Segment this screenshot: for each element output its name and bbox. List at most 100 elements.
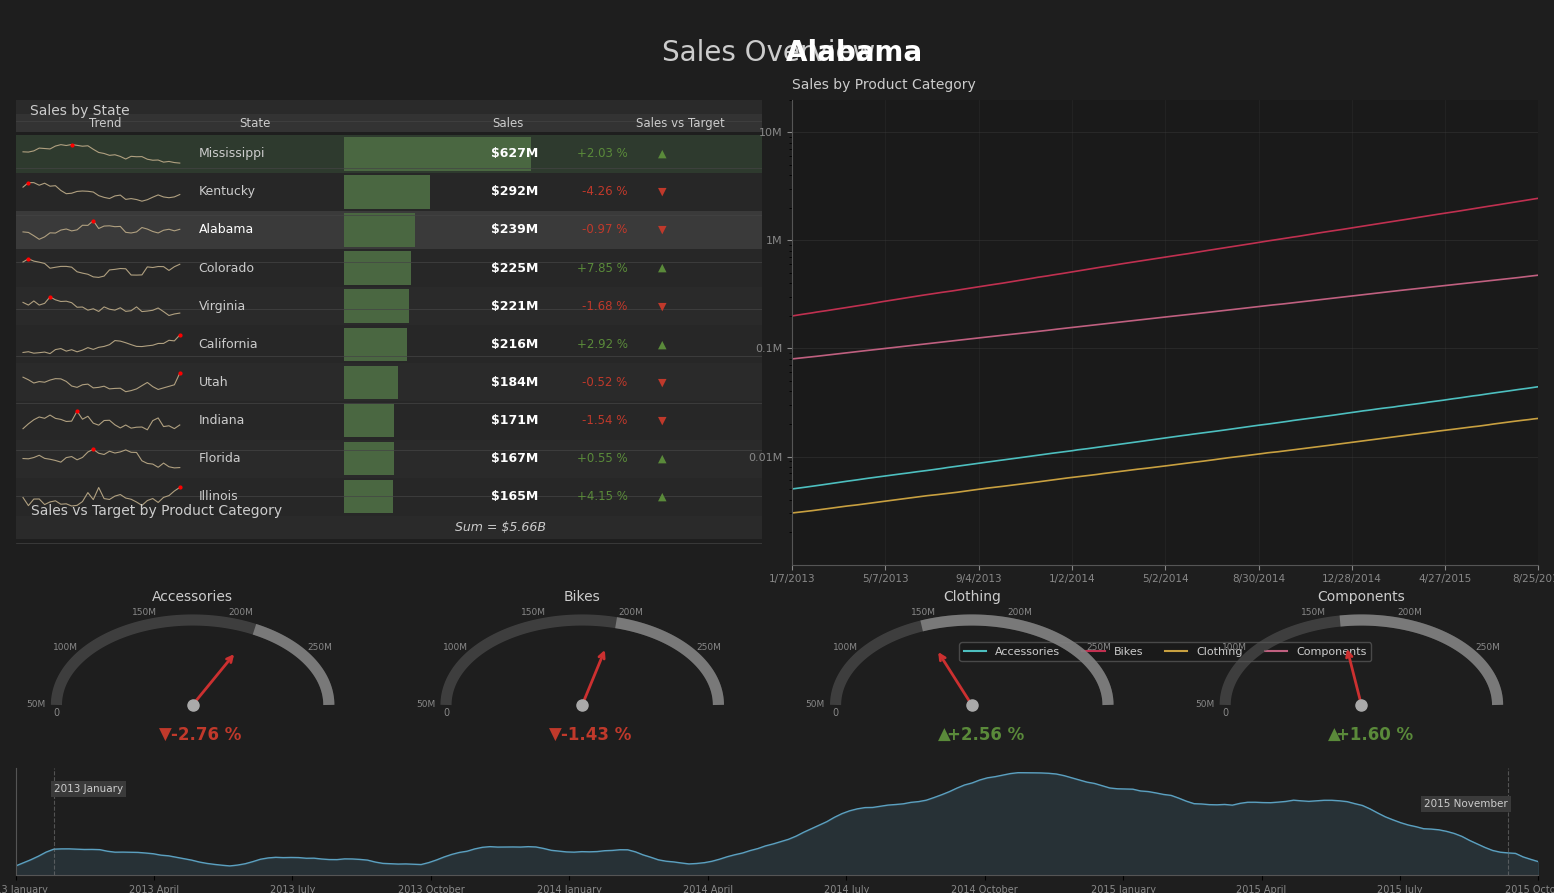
Accessories	[1399, 400, 1417, 411]
Text: Sales: Sales	[491, 117, 524, 129]
Text: 0: 0	[443, 708, 449, 719]
Components	[1173, 310, 1192, 321]
Text: -0.97 %: -0.97 %	[583, 223, 628, 237]
Text: Kentucky: Kentucky	[199, 186, 255, 198]
Bar	[16, 363, 761, 402]
Text: ▼: ▼	[657, 187, 667, 196]
Bar	[343, 365, 398, 399]
Text: $239M: $239M	[491, 223, 538, 237]
Components	[1399, 284, 1417, 295]
Text: 2015 November: 2015 November	[1423, 799, 1507, 809]
Bar	[343, 175, 430, 209]
Text: 150M: 150M	[911, 607, 936, 616]
Text: 50M: 50M	[1195, 700, 1214, 709]
Text: ▲: ▲	[1327, 726, 1341, 744]
Text: Trend: Trend	[89, 117, 121, 129]
Bar	[343, 213, 415, 246]
Components	[1078, 321, 1097, 331]
Text: $167M: $167M	[491, 452, 538, 465]
Text: 200M: 200M	[1007, 607, 1033, 616]
Text: 0: 0	[1221, 708, 1228, 719]
Text: +4.15 %: +4.15 %	[577, 490, 628, 504]
Components	[1299, 296, 1318, 306]
Bikes	[1399, 213, 1417, 224]
Bikes	[1173, 249, 1192, 260]
Line: Accessories: Accessories	[793, 387, 1538, 489]
Text: -0.52 %: -0.52 %	[583, 376, 628, 389]
Accessories	[1029, 450, 1047, 461]
Text: 0: 0	[833, 708, 839, 719]
Text: +0.55 %: +0.55 %	[577, 452, 628, 465]
Text: Clothing: Clothing	[943, 590, 1001, 605]
Text: ▼: ▼	[549, 726, 561, 744]
Bar	[343, 251, 412, 285]
Clothing	[1529, 413, 1548, 424]
Text: Florida: Florida	[199, 452, 241, 465]
Text: 0: 0	[53, 708, 59, 719]
Text: ▲: ▲	[657, 492, 667, 502]
Text: 150M: 150M	[521, 607, 547, 616]
Text: 250M: 250M	[308, 643, 333, 652]
Accessories	[1078, 443, 1097, 454]
Bar	[16, 173, 761, 211]
Text: ▼: ▼	[657, 225, 667, 235]
Text: -1.54 %: -1.54 %	[583, 414, 628, 427]
Text: 150M: 150M	[132, 607, 157, 616]
Text: Virginia: Virginia	[199, 300, 246, 313]
Text: Sales vs Target: Sales vs Target	[636, 117, 724, 129]
Clothing	[1078, 471, 1097, 481]
Text: California: California	[199, 338, 258, 351]
Bar	[16, 288, 761, 325]
Components	[1529, 270, 1548, 280]
Text: 2013 January: 2013 January	[54, 784, 123, 794]
Bar	[16, 478, 761, 516]
Bar	[343, 328, 407, 361]
Text: $627M: $627M	[491, 147, 538, 161]
Text: 200M: 200M	[1397, 607, 1422, 616]
Text: $225M: $225M	[491, 262, 538, 275]
Accessories	[1529, 381, 1548, 392]
Text: 100M: 100M	[833, 643, 858, 652]
Text: -1.68 %: -1.68 %	[583, 300, 628, 313]
Text: 150M: 150M	[1301, 607, 1326, 616]
Text: 250M: 250M	[696, 643, 721, 652]
Text: 50M: 50M	[26, 700, 45, 709]
Accessories	[1203, 426, 1221, 437]
Text: Sales Overview: Sales Overview	[662, 38, 892, 67]
Text: Components: Components	[1318, 590, 1405, 605]
Bar	[16, 135, 761, 173]
Text: State: State	[239, 117, 270, 129]
Clothing	[1173, 458, 1192, 469]
Line: Components: Components	[793, 275, 1538, 359]
Text: ▲: ▲	[657, 454, 667, 463]
Text: 200M: 200M	[618, 607, 643, 616]
Text: 250M: 250M	[1476, 643, 1501, 652]
Text: -2.76 %: -2.76 %	[171, 726, 241, 744]
Text: 100M: 100M	[53, 643, 78, 652]
Text: +1.60 %: +1.60 %	[1336, 726, 1414, 744]
Text: Alabama: Alabama	[199, 223, 253, 237]
Text: +2.56 %: +2.56 %	[946, 726, 1024, 744]
Clothing	[1029, 477, 1047, 488]
Accessories	[783, 484, 802, 495]
Line: Clothing: Clothing	[793, 419, 1538, 513]
Bar	[343, 442, 395, 475]
Clothing	[1299, 443, 1318, 454]
Text: $184M: $184M	[491, 376, 538, 389]
Text: 250M: 250M	[1086, 643, 1111, 652]
Text: Sales vs Target by Product Category: Sales vs Target by Product Category	[31, 505, 281, 518]
Bar	[343, 480, 393, 513]
Text: Illinois: Illinois	[199, 490, 238, 504]
Text: ▼: ▼	[657, 415, 667, 425]
Bar	[343, 404, 395, 438]
Text: 50M: 50M	[805, 700, 825, 709]
Text: ▲: ▲	[657, 263, 667, 273]
Bar	[16, 325, 761, 363]
Bar	[343, 137, 530, 171]
Text: 100M: 100M	[443, 643, 468, 652]
Text: Accessories: Accessories	[152, 590, 233, 605]
Text: ▼: ▼	[159, 726, 172, 744]
Bar	[16, 211, 761, 249]
Text: Bikes: Bikes	[564, 590, 600, 605]
Text: +2.92 %: +2.92 %	[577, 338, 628, 351]
